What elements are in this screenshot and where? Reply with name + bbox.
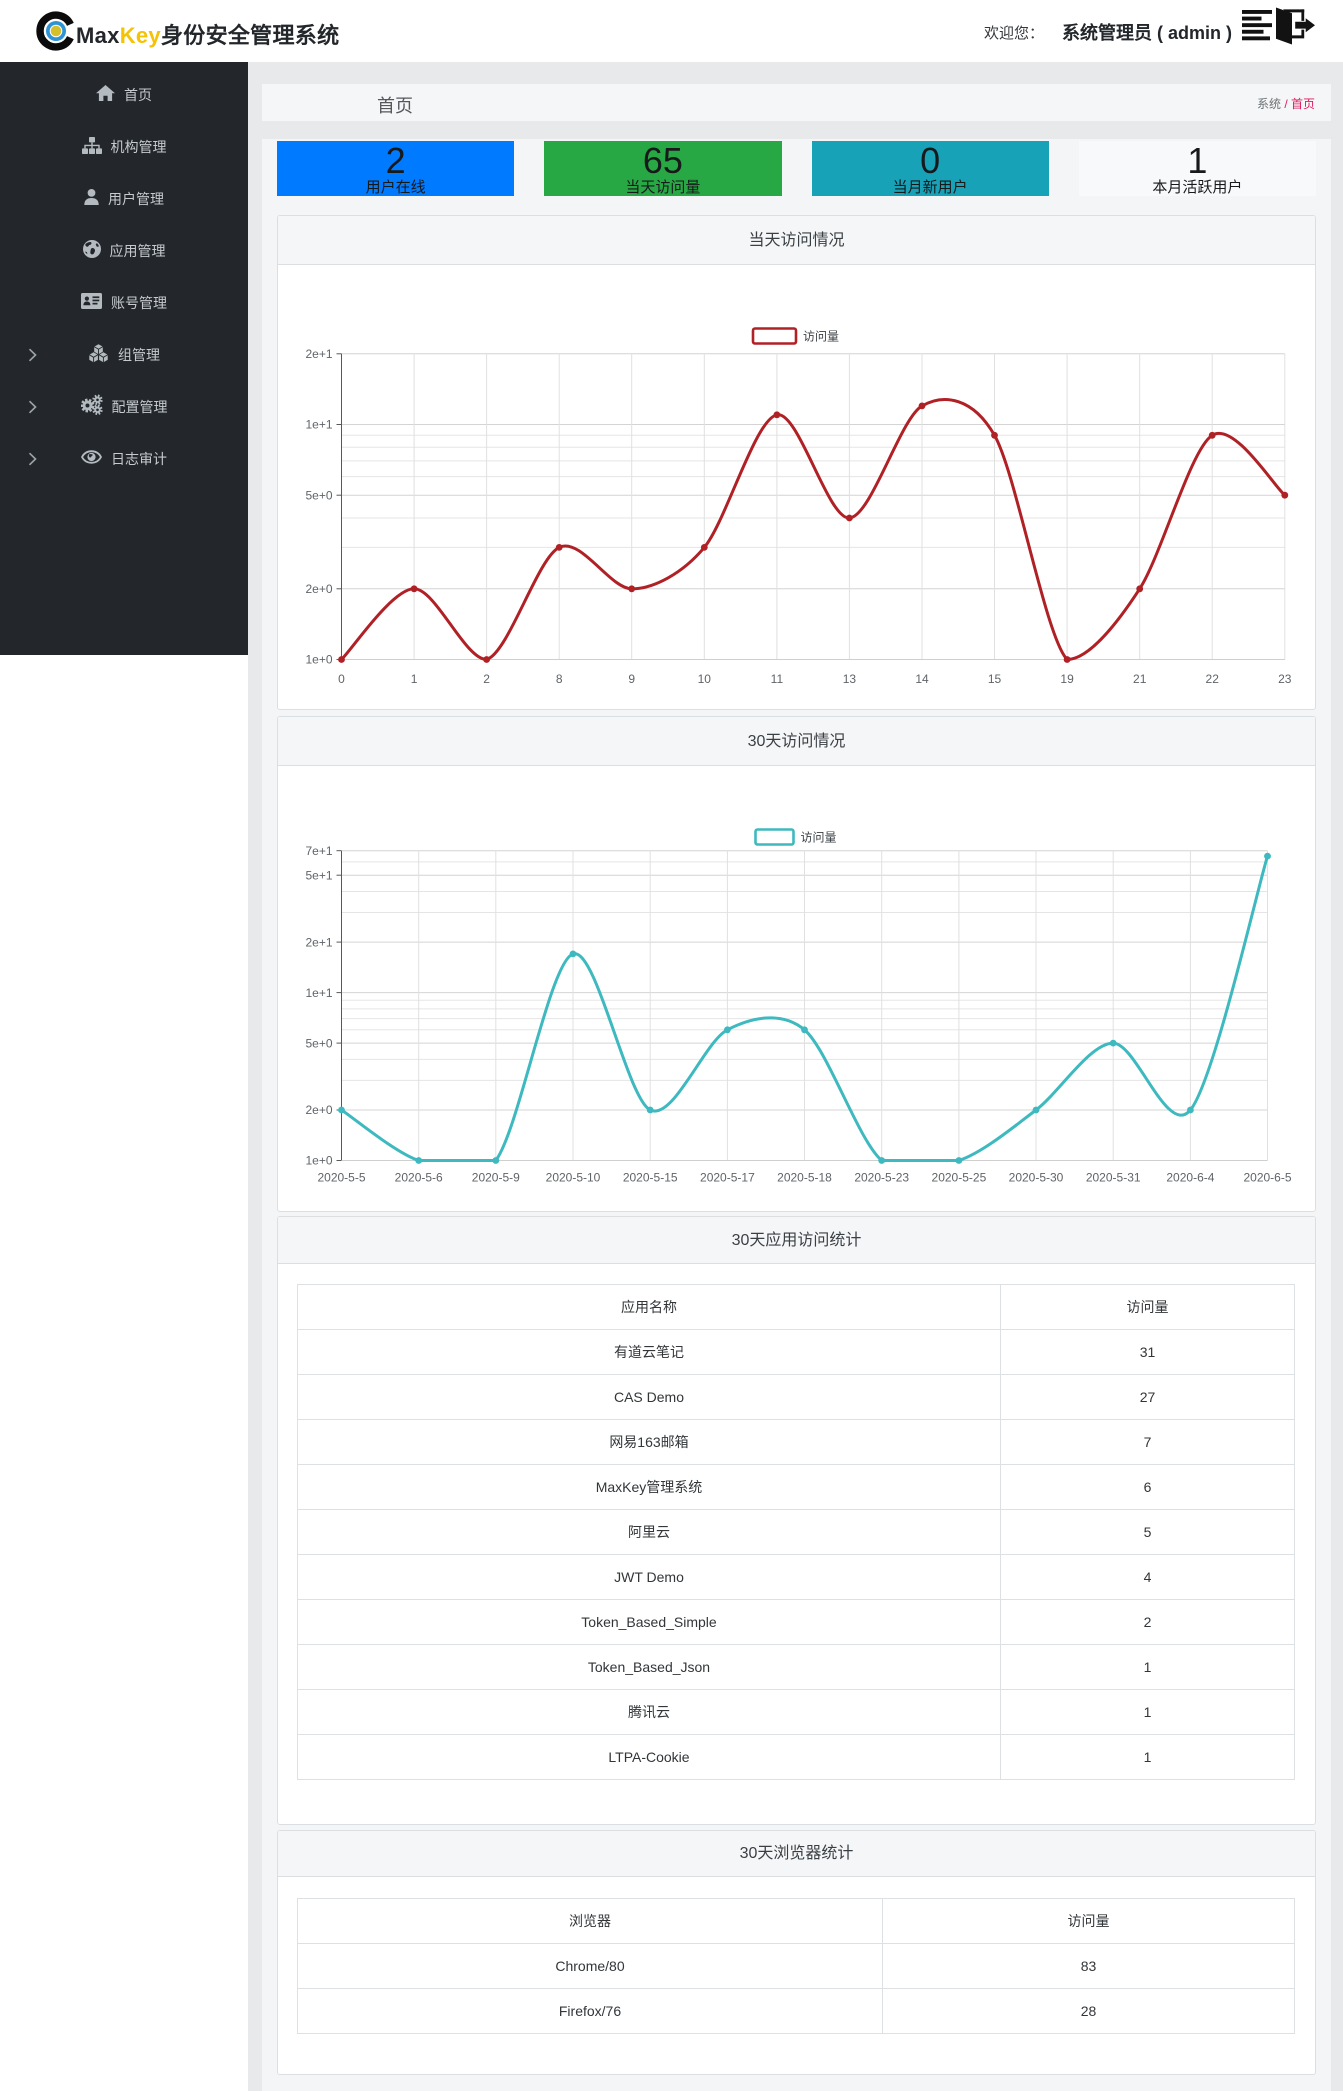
svg-text:5e+0: 5e+0	[305, 488, 332, 502]
svg-text:2020-5-23: 2020-5-23	[854, 1170, 909, 1184]
svg-text:2e+0: 2e+0	[305, 1103, 332, 1117]
svg-text:2e+0: 2e+0	[305, 582, 332, 596]
svg-text:2020-5-15: 2020-5-15	[623, 1170, 678, 1184]
svg-text:5e+1: 5e+1	[305, 868, 332, 882]
svg-text:14: 14	[915, 672, 929, 686]
svg-text:2020-6-5: 2020-6-5	[1243, 1170, 1291, 1184]
svg-text:访问量: 访问量	[803, 329, 839, 343]
svg-text:2020-5-31: 2020-5-31	[1086, 1170, 1141, 1184]
svg-text:19: 19	[1060, 672, 1074, 686]
svg-text:2: 2	[483, 672, 490, 686]
svg-text:1e+0: 1e+0	[305, 652, 332, 666]
svg-text:1e+0: 1e+0	[305, 1153, 332, 1167]
svg-text:2020-5-18: 2020-5-18	[777, 1170, 832, 1184]
svg-text:1e+1: 1e+1	[305, 985, 332, 999]
svg-text:7e+1: 7e+1	[305, 843, 332, 857]
svg-text:访问量: 访问量	[801, 830, 837, 844]
svg-text:23: 23	[1278, 672, 1292, 686]
svg-text:2e+1: 2e+1	[305, 347, 332, 361]
svg-text:2020-5-17: 2020-5-17	[700, 1170, 755, 1184]
svg-text:2020-5-9: 2020-5-9	[472, 1170, 520, 1184]
svg-text:13: 13	[843, 672, 857, 686]
svg-text:8: 8	[556, 672, 563, 686]
svg-text:15: 15	[988, 672, 1002, 686]
svg-text:9: 9	[628, 672, 635, 686]
svg-text:10: 10	[698, 672, 712, 686]
svg-text:2e+1: 2e+1	[305, 935, 332, 949]
svg-text:0: 0	[338, 672, 345, 686]
svg-text:22: 22	[1206, 672, 1220, 686]
svg-text:2020-6-4: 2020-6-4	[1166, 1170, 1214, 1184]
svg-text:2020-5-5: 2020-5-5	[317, 1170, 365, 1184]
svg-text:21: 21	[1133, 672, 1147, 686]
svg-text:1: 1	[411, 672, 418, 686]
svg-text:2020-5-10: 2020-5-10	[546, 1170, 601, 1184]
svg-text:2020-5-25: 2020-5-25	[932, 1170, 987, 1184]
svg-text:5e+0: 5e+0	[305, 1036, 332, 1050]
svg-text:1e+1: 1e+1	[305, 417, 332, 431]
svg-text:11: 11	[771, 672, 784, 686]
svg-text:2020-5-30: 2020-5-30	[1009, 1170, 1064, 1184]
svg-text:2020-5-6: 2020-5-6	[395, 1170, 443, 1184]
